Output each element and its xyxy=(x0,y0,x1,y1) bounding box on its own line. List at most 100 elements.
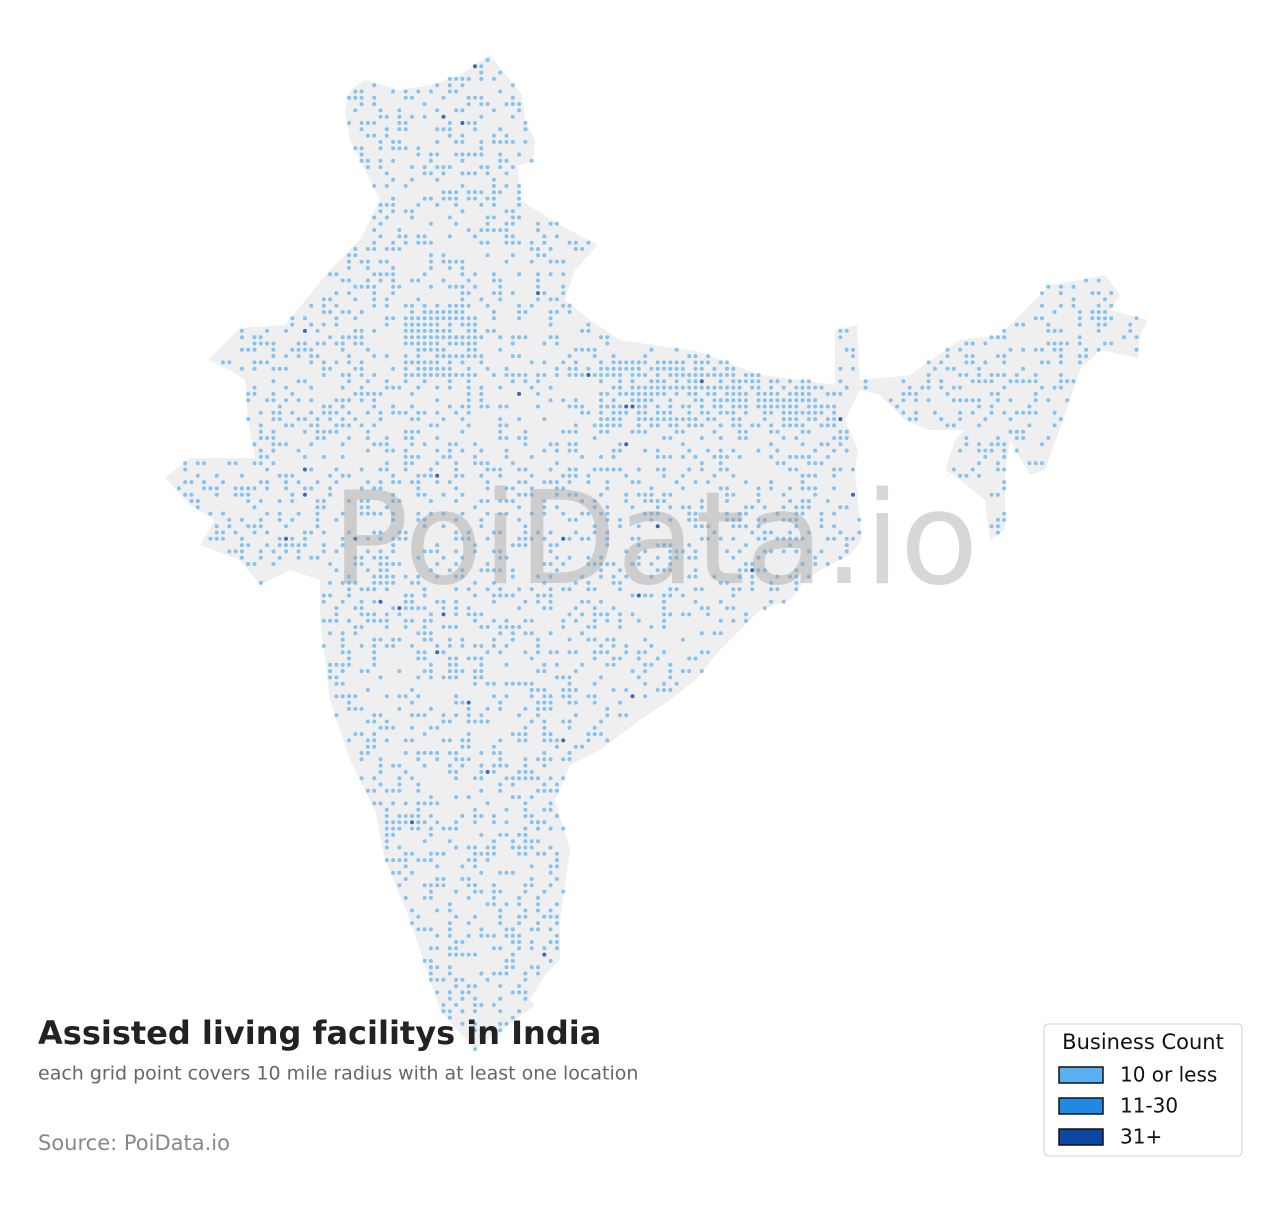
grid-point xyxy=(315,328,320,333)
grid-point xyxy=(523,732,528,737)
grid-point xyxy=(762,505,767,510)
grid-point xyxy=(277,404,282,409)
grid-point xyxy=(372,297,377,302)
grid-point xyxy=(958,417,963,422)
grid-point xyxy=(529,839,534,844)
grid-point xyxy=(573,347,578,352)
grid-point xyxy=(454,769,459,774)
grid-point xyxy=(561,303,566,308)
grid-point xyxy=(365,788,370,793)
grid-point xyxy=(485,215,490,220)
grid-point xyxy=(384,612,389,617)
grid-point xyxy=(743,543,748,548)
grid-point xyxy=(384,202,389,207)
grid-point xyxy=(302,429,307,434)
grid-point xyxy=(378,769,383,774)
grid-point xyxy=(832,536,837,541)
grid-point xyxy=(769,379,774,384)
grid-point xyxy=(359,146,364,151)
grid-point xyxy=(523,467,528,472)
grid-point xyxy=(756,404,761,409)
grid-point xyxy=(454,467,459,472)
grid-point xyxy=(517,240,522,245)
grid-point xyxy=(435,473,440,478)
grid-point xyxy=(372,511,377,516)
grid-point xyxy=(592,530,597,535)
grid-point xyxy=(246,486,251,491)
grid-point xyxy=(428,284,433,289)
grid-point xyxy=(233,549,238,554)
grid-point xyxy=(403,95,408,100)
grid-point xyxy=(435,480,440,485)
grid-point xyxy=(706,480,711,485)
grid-point xyxy=(441,196,446,201)
grid-point xyxy=(548,700,553,705)
legend-box xyxy=(1043,1023,1243,1157)
grid-point xyxy=(668,410,673,415)
grid-point xyxy=(617,410,622,415)
grid-point xyxy=(573,442,578,447)
grid-point xyxy=(510,990,515,995)
grid-point xyxy=(428,335,433,340)
grid-point xyxy=(460,360,465,365)
grid-point xyxy=(832,436,837,440)
grid-point xyxy=(353,297,358,302)
grid-point xyxy=(479,769,484,774)
grid-point xyxy=(624,391,629,396)
grid-point xyxy=(605,341,610,346)
grid-point xyxy=(636,656,641,661)
grid-point xyxy=(428,253,433,258)
grid-point xyxy=(712,574,717,579)
grid-point xyxy=(384,133,389,138)
grid-point xyxy=(397,480,402,485)
grid-point xyxy=(447,902,452,907)
grid-point xyxy=(825,536,830,541)
grid-point xyxy=(365,618,370,623)
grid-point xyxy=(510,927,515,932)
grid-point xyxy=(674,555,679,560)
grid-point xyxy=(384,385,389,390)
grid-point xyxy=(977,398,981,403)
grid-point xyxy=(340,669,345,674)
grid-point xyxy=(460,316,465,321)
grid-point xyxy=(523,769,528,774)
grid-point xyxy=(447,662,452,667)
grid-point xyxy=(498,499,503,503)
grid-point xyxy=(321,505,326,510)
grid-point xyxy=(365,499,370,503)
grid-point xyxy=(687,543,692,548)
grid-point xyxy=(365,391,370,396)
grid-point xyxy=(466,738,471,743)
grid-point xyxy=(611,410,616,415)
grid-point xyxy=(599,612,603,617)
grid-point xyxy=(1052,341,1057,346)
grid-point xyxy=(554,335,559,340)
grid-point xyxy=(353,284,358,289)
grid-point xyxy=(586,373,591,377)
grid-point xyxy=(284,549,288,554)
grid-point xyxy=(630,385,635,390)
grid-point xyxy=(630,366,635,371)
grid-point xyxy=(284,543,288,548)
grid-point xyxy=(334,467,339,472)
grid-point xyxy=(636,398,641,403)
grid-point xyxy=(239,473,244,478)
grid-point xyxy=(397,108,402,113)
grid-point xyxy=(662,593,666,598)
grid-point xyxy=(573,404,578,409)
grid-point xyxy=(422,732,427,737)
grid-point xyxy=(687,379,692,384)
grid-point xyxy=(473,845,477,850)
grid-point xyxy=(706,391,711,396)
grid-point xyxy=(271,448,276,453)
grid-point xyxy=(517,190,522,195)
grid-point xyxy=(447,335,452,340)
grid-point xyxy=(441,650,446,655)
grid-point xyxy=(454,946,459,951)
grid-point xyxy=(479,102,484,107)
grid-point xyxy=(428,662,433,667)
legend-title: Business Count xyxy=(1062,1030,1224,1054)
grid-point xyxy=(1134,347,1139,352)
grid-point xyxy=(536,965,540,970)
grid-point xyxy=(410,417,414,422)
